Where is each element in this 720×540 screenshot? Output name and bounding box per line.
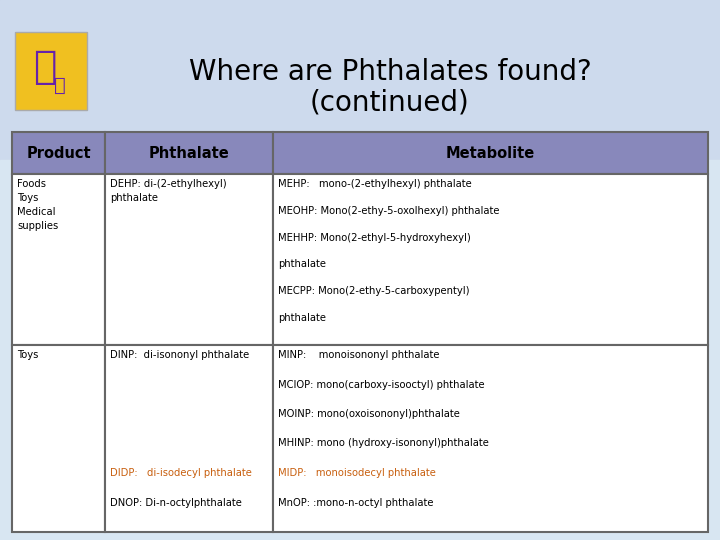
Text: DEHP: di-(2-ethylhexyl): DEHP: di-(2-ethylhexyl) xyxy=(110,179,227,189)
Text: (continued): (continued) xyxy=(310,88,470,116)
Text: phthalate: phthalate xyxy=(278,260,326,269)
Text: phthalate: phthalate xyxy=(278,313,326,323)
Text: ✋: ✋ xyxy=(54,76,66,94)
Bar xyxy=(12,132,105,174)
Bar xyxy=(273,132,708,174)
Text: MHINP: mono (hydroxy-isononyl)phthalate: MHINP: mono (hydroxy-isononyl)phthalate xyxy=(278,438,489,449)
Text: Phthalate: Phthalate xyxy=(148,145,230,160)
Text: MEOHP: Mono(2-ethy-5-oxolhexyl) phthalate: MEOHP: Mono(2-ethy-5-oxolhexyl) phthalat… xyxy=(278,206,500,216)
Text: Metabolite: Metabolite xyxy=(446,145,535,160)
Text: Toys: Toys xyxy=(17,350,38,360)
Text: MIDP:   monoisodecyl phthalate: MIDP: monoisodecyl phthalate xyxy=(278,468,436,478)
Text: Medical: Medical xyxy=(17,207,55,217)
Text: MINP:    monoisononyl phthalate: MINP: monoisononyl phthalate xyxy=(278,350,439,360)
Text: DINP:  di-isononyl phthalate: DINP: di-isononyl phthalate xyxy=(110,350,249,360)
Text: Toys: Toys xyxy=(17,193,38,203)
Text: Foods: Foods xyxy=(17,179,46,189)
Text: DNOP: Di-n-octylphthalate: DNOP: Di-n-octylphthalate xyxy=(110,497,242,508)
Text: MnOP: :mono-n-octyl phthalate: MnOP: :mono-n-octyl phthalate xyxy=(278,497,433,508)
Bar xyxy=(105,174,273,345)
Text: supplies: supplies xyxy=(17,221,58,231)
Text: MCIOP: mono(carboxy-isooctyl) phthalate: MCIOP: mono(carboxy-isooctyl) phthalate xyxy=(278,380,485,389)
Bar xyxy=(273,345,708,532)
Bar xyxy=(15,32,87,110)
Bar xyxy=(105,132,273,174)
Text: MOINP: mono(oxoisononyl)phthalate: MOINP: mono(oxoisononyl)phthalate xyxy=(278,409,460,419)
Text: phthalate: phthalate xyxy=(110,193,158,203)
Text: MEHHP: Mono(2-ethyl-5-hydroxyhexyl): MEHHP: Mono(2-ethyl-5-hydroxyhexyl) xyxy=(278,233,471,242)
Text: Product: Product xyxy=(26,145,91,160)
Bar xyxy=(12,345,105,532)
Text: MECPP: Mono(2-ethy-5-carboxypentyl): MECPP: Mono(2-ethy-5-carboxypentyl) xyxy=(278,286,469,296)
Bar xyxy=(12,174,105,345)
Text: DIDP:   di-isodecyl phthalate: DIDP: di-isodecyl phthalate xyxy=(110,468,252,478)
Text: Where are Phthalates found?: Where are Phthalates found? xyxy=(189,58,591,86)
Text: MEHP:   mono-(2-ethylhexyl) phthalate: MEHP: mono-(2-ethylhexyl) phthalate xyxy=(278,179,472,189)
Bar xyxy=(105,345,273,532)
Bar xyxy=(273,174,708,345)
Text: ✋: ✋ xyxy=(34,48,57,86)
Bar xyxy=(0,160,720,540)
